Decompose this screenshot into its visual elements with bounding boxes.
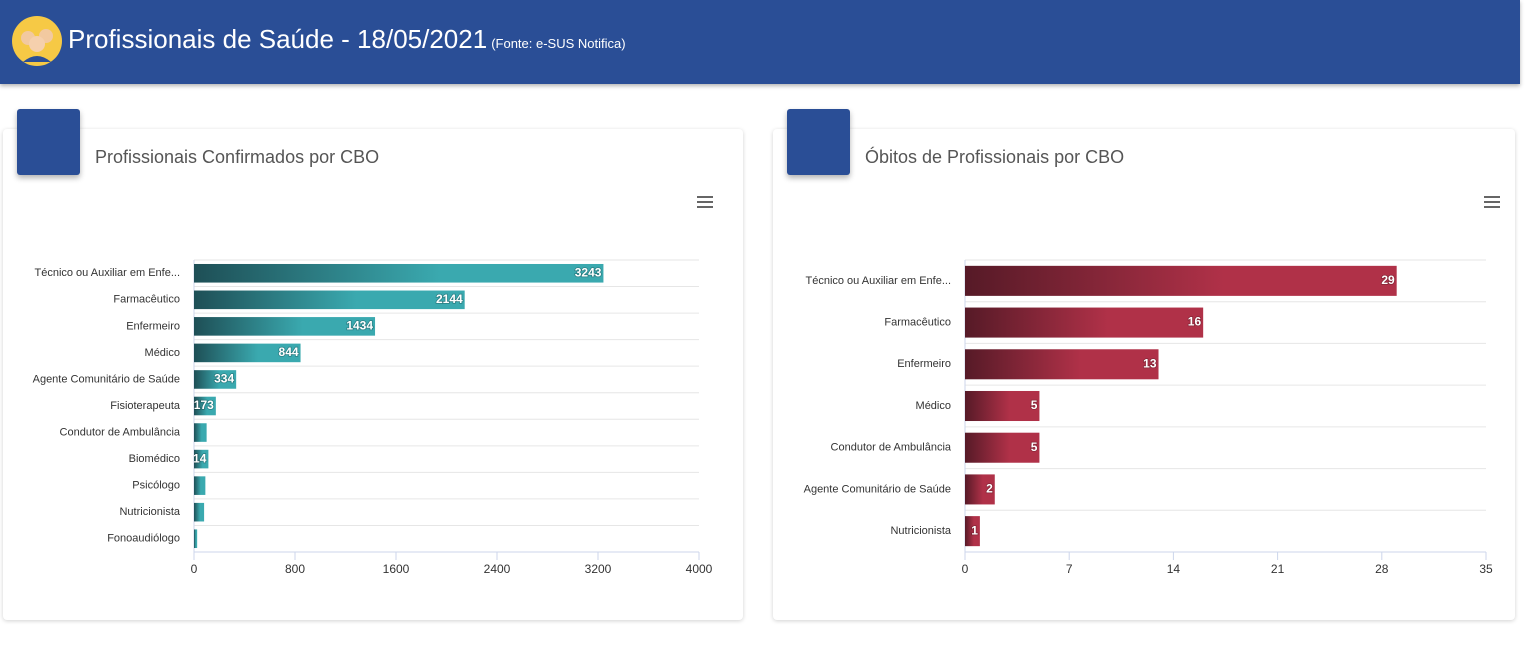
data-label: 2	[986, 482, 993, 496]
x-tick-label: 1600	[383, 562, 410, 576]
data-label: 16	[1188, 315, 1202, 329]
bar	[194, 263, 604, 283]
chart-card: Profissionais Confirmados por CBO 0 800 16…	[3, 109, 743, 620]
data-label: 844	[279, 345, 299, 359]
x-tick-label: 800	[285, 562, 305, 576]
bar	[194, 529, 198, 549]
category-label: Condutor de Ambulância	[831, 442, 952, 454]
category-label: Condutor de Ambulância	[60, 426, 181, 438]
category-label: Agente Comunitário de Saúde	[33, 373, 180, 385]
card-icon	[17, 109, 80, 206]
category-label: Fonoaudiólogo	[107, 533, 180, 545]
menu-icon-line	[697, 196, 713, 198]
category-label: Enfermeiro	[126, 320, 180, 332]
x-tick-label: 7	[1066, 562, 1073, 576]
category-label: Fisioterapeuta	[110, 400, 181, 412]
avatar	[12, 16, 62, 66]
bar	[194, 502, 205, 522]
category-label: Farmacêutico	[884, 316, 951, 328]
category-label: Técnico ou Auxiliar em Enfe...	[34, 267, 180, 279]
card-title: Profissionais Confirmados por CBO	[95, 147, 380, 167]
bar	[194, 290, 465, 310]
menu-icon-line	[1484, 201, 1500, 203]
data-label: 1	[971, 523, 978, 537]
bar	[965, 307, 1204, 338]
x-tick-label: 3200	[585, 562, 612, 576]
x-tick-label: 2400	[484, 562, 511, 576]
x-tick-label: 0	[191, 562, 198, 576]
data-label: 29	[1381, 273, 1395, 287]
x-tick-label: 14	[1167, 562, 1181, 576]
category-label: Médico	[916, 400, 951, 412]
chart-card: Óbitos de Profissionais por CBO 0 7 14 21 28…	[773, 109, 1515, 620]
x-tick-label: 21	[1271, 562, 1285, 576]
bar	[194, 476, 206, 495]
bar	[965, 390, 1040, 422]
card-icon	[787, 109, 850, 206]
category-label: Agente Comunitário de Saúde	[804, 483, 951, 495]
category-label: Técnico ou Auxiliar em Enfe...	[805, 275, 951, 287]
category-label: Médico	[145, 347, 180, 359]
bar	[965, 474, 995, 505]
chart: 0 800 1600 2400 3200 4000 Técnico ou Auxiliar …	[33, 196, 713, 576]
data-label: 173	[194, 398, 214, 412]
menu-icon-line	[697, 206, 713, 208]
data-label: 1434	[346, 319, 373, 333]
category-label: Biomédico	[129, 453, 180, 465]
bar	[965, 349, 1159, 380]
category-label: Enfermeiro	[897, 358, 951, 370]
data-label: 5	[1031, 398, 1038, 412]
x-tick-label: 28	[1375, 562, 1389, 576]
bar	[965, 432, 1040, 463]
card-title: Óbitos de Profissionais por CBO	[865, 147, 1125, 167]
x-tick-label: 35	[1479, 562, 1493, 576]
data-label: 2144	[436, 292, 463, 306]
bar	[965, 265, 1397, 296]
data-label: 3243	[575, 265, 602, 279]
menu-icon-line	[1484, 196, 1500, 198]
data-label: 5	[1031, 440, 1038, 454]
category-label: Nutricionista	[119, 506, 180, 518]
category-label: Nutricionista	[890, 525, 951, 537]
data-label: 334	[214, 372, 234, 386]
bar	[194, 317, 376, 336]
bar	[194, 396, 216, 416]
menu-icon-line	[697, 201, 713, 203]
title-text: Profissionais de Saúde - 18/05/2021	[68, 24, 488, 54]
header-title: Profissionais de Saúde - 18/05/2021 (Font…	[68, 24, 626, 55]
x-tick-label: 4000	[686, 562, 713, 576]
source-text: (Fonte: e-SUS Notifica)	[491, 36, 626, 51]
category-label: Psicólogo	[132, 480, 180, 492]
bar	[965, 516, 980, 547]
bar	[194, 423, 207, 442]
bar	[194, 370, 237, 389]
data-label: 13	[1143, 356, 1157, 370]
bar	[194, 343, 301, 363]
x-tick-label: 0	[962, 562, 969, 576]
category-label: Farmacêutico	[113, 294, 180, 306]
header: Profissionais de Saúde - 18/05/2021 (Font…	[0, 0, 1520, 84]
bar	[194, 449, 209, 469]
menu-icon-line	[1484, 206, 1500, 208]
data-label: 114	[187, 451, 207, 465]
